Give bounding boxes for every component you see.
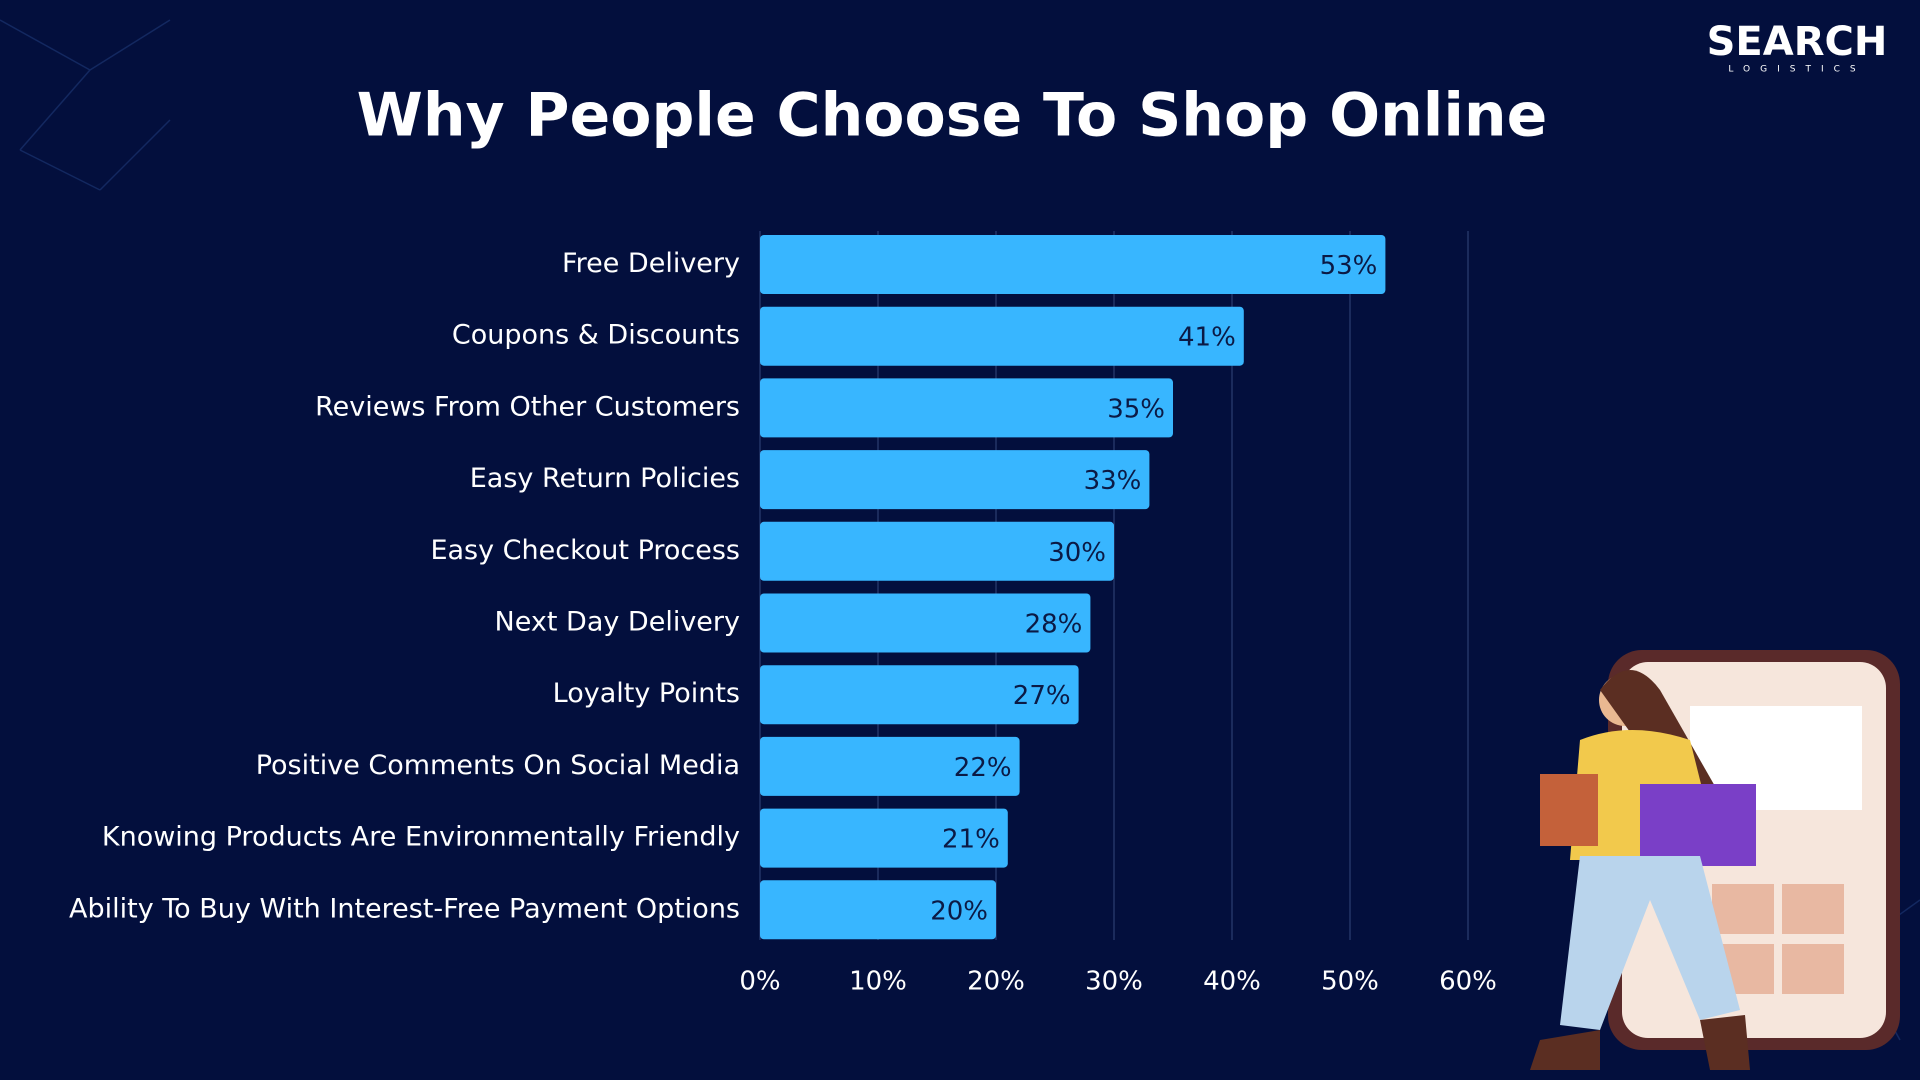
y-tick-label: Coupons & Discounts	[452, 320, 740, 351]
x-tick-label: 60%	[1439, 967, 1497, 997]
value-label: 21%	[942, 825, 1000, 855]
y-tick-label: Reviews From Other Customers	[315, 391, 740, 422]
y-tick-label: Easy Checkout Process	[430, 535, 740, 566]
logo: SEARCH LOGISTICS	[1707, 19, 1888, 75]
y-tick-label: Positive Comments On Social Media	[256, 750, 740, 781]
bar	[760, 450, 1150, 510]
x-tick-label: 20%	[967, 967, 1025, 997]
x-tick-label: 40%	[1203, 967, 1261, 997]
y-tick-label: Easy Return Policies	[470, 463, 740, 494]
x-tick-label: 30%	[1085, 967, 1143, 997]
y-tick-label: Next Day Delivery	[495, 607, 740, 638]
bar	[760, 521, 1114, 581]
bar	[760, 665, 1079, 725]
logo-name: SEARCH	[1707, 19, 1888, 65]
value-label: 28%	[1025, 610, 1083, 640]
value-label: 22%	[954, 753, 1012, 783]
value-label: 53%	[1320, 251, 1378, 281]
bar	[760, 593, 1091, 653]
plot: 0% 10% 20% 30% 40% 50% 60% Free Delivery 53% Coup…	[69, 231, 1497, 997]
bar	[760, 736, 1020, 796]
illustration	[1530, 650, 1900, 1070]
bar	[760, 808, 1008, 868]
value-label: 33%	[1084, 466, 1142, 496]
bar	[760, 306, 1244, 366]
value-label: 41%	[1178, 323, 1236, 353]
y-tick-label: Ability To Buy With Interest-Free Paymen…	[69, 893, 740, 924]
value-label: 30%	[1048, 538, 1106, 568]
value-label: 35%	[1107, 394, 1165, 424]
x-tick-label: 50%	[1321, 967, 1379, 997]
x-tick-label: 0%	[739, 967, 780, 997]
logo-tagline: LOGISTICS	[1728, 65, 1865, 75]
x-tick-label: 10%	[849, 967, 907, 997]
bar	[760, 235, 1386, 294]
y-tick-label: Knowing Products Are Environmentally Fri…	[102, 822, 740, 853]
bar	[760, 378, 1173, 438]
bar	[760, 880, 996, 940]
y-tick-label: Free Delivery	[562, 248, 740, 279]
chart-title: Why People Choose To Shop Online	[357, 81, 1548, 151]
value-label: 27%	[1013, 681, 1071, 711]
y-tick-label: Loyalty Points	[553, 678, 740, 709]
value-label: 20%	[930, 896, 988, 926]
